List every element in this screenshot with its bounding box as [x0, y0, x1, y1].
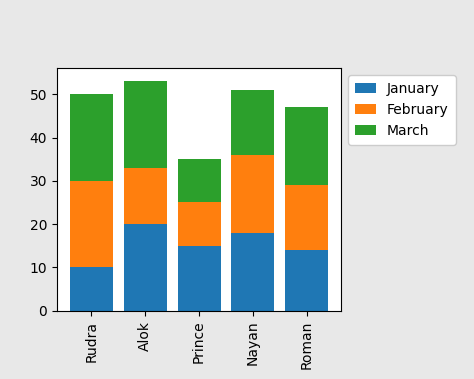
Bar — [124, 224, 167, 311]
Bar — [231, 155, 274, 233]
Bar — [231, 233, 274, 311]
Bar — [178, 202, 220, 246]
Bar — [285, 250, 328, 311]
Bar — [124, 81, 167, 168]
Bar — [285, 107, 328, 185]
Bar — [70, 94, 113, 181]
Bar — [285, 185, 328, 250]
Bar — [178, 246, 220, 311]
Bar — [124, 168, 167, 224]
Bar — [70, 268, 113, 311]
Legend: January, February, March: January, February, March — [348, 75, 456, 145]
Bar — [70, 181, 113, 268]
Bar — [178, 159, 220, 202]
Bar — [231, 90, 274, 155]
